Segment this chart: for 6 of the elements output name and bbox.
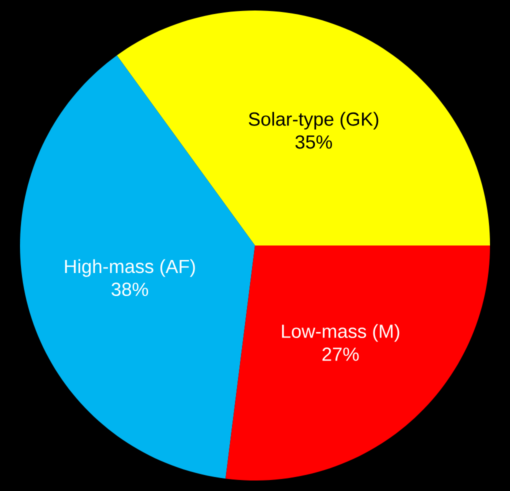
slice-label: Low-mass (M) [282,324,400,342]
data-label: 35% [295,135,332,149]
data-label: 38% [112,282,148,296]
data-label: 27% [322,348,359,361]
slice-label: High-mass (AF) [65,259,195,277]
slice-label: Solar-type (GK) [248,112,378,130]
